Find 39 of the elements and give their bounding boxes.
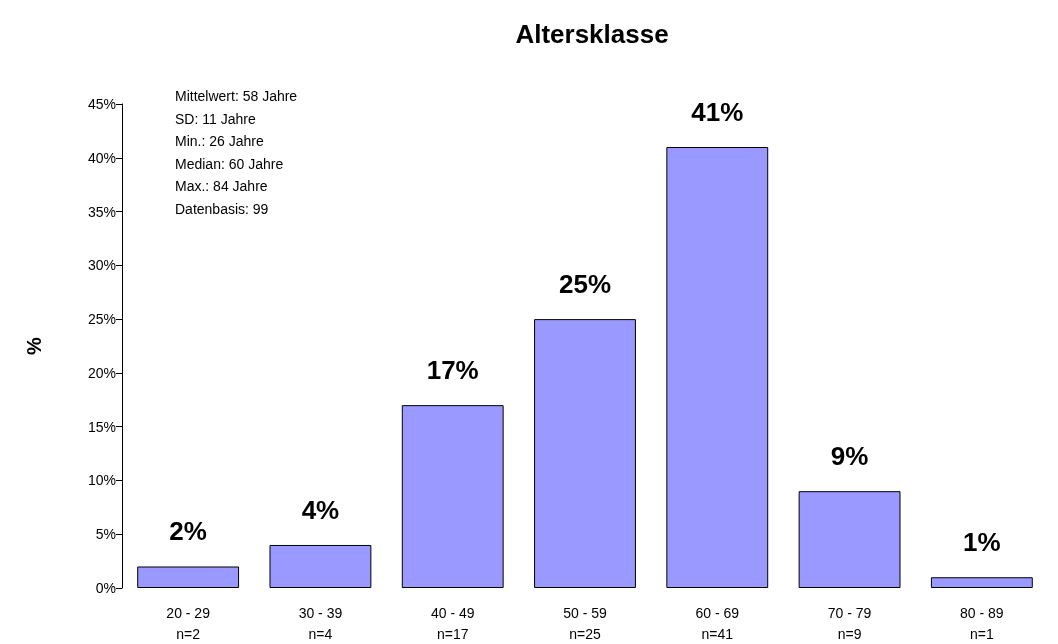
x-tick-label: 80 - 89 n=1 (960, 604, 1004, 642)
x-tick-label: 40 - 49 n=17 (430, 604, 475, 642)
y-tick-label: 0% (95, 580, 116, 596)
bar (666, 147, 769, 588)
y-tick-label: 25% (87, 311, 116, 328)
data-label: 9% (830, 441, 869, 472)
bar (137, 566, 240, 588)
x-tick-label: 20 - 29 n=2 (166, 604, 211, 642)
y-axis-title: % (23, 336, 45, 355)
data-label: 4% (301, 494, 340, 525)
annotation: SD: 11 Jahre (175, 110, 256, 127)
bar (401, 405, 504, 588)
x-tick-label: 30 - 39 n=4 (298, 604, 343, 642)
annotation: Datenbasis: 99 (175, 200, 269, 217)
chart-title: Altersklasse (515, 19, 669, 49)
annotation: Max.: 84 Jahre (175, 178, 268, 194)
y-tick-label: 30% (87, 257, 116, 274)
text: Mittelwert: 58 Jahre (175, 88, 298, 104)
x-tick-label: 50 - 59 n=25 (563, 604, 607, 642)
y-tick-label: 20% (87, 364, 116, 381)
bar (798, 491, 901, 588)
data-label: 1% (963, 527, 1001, 558)
data-label: 17% (426, 355, 479, 386)
bar (930, 577, 1033, 588)
data-label: 25% (558, 269, 612, 300)
y-tick-label: 15% (87, 418, 116, 435)
y-tick-label: 45% (87, 96, 116, 112)
y-tick-label: 10% (87, 472, 116, 489)
x-tick-label: 70 - 79 n=9 (827, 604, 872, 642)
x-tick-label: 60 - 69 n=41 (695, 604, 740, 642)
y-tick-label: 40% (87, 149, 116, 166)
annotation: Min.: 26 Jahre (175, 133, 264, 149)
data-label: 41% (691, 97, 744, 128)
y-tick-label: 35% (87, 203, 116, 220)
data-label: 2% (169, 516, 207, 547)
bar (269, 544, 372, 588)
annotation: Median: 60 Jahre (175, 155, 284, 172)
bar (534, 319, 636, 588)
y-tick-label: 5% (95, 526, 116, 543)
